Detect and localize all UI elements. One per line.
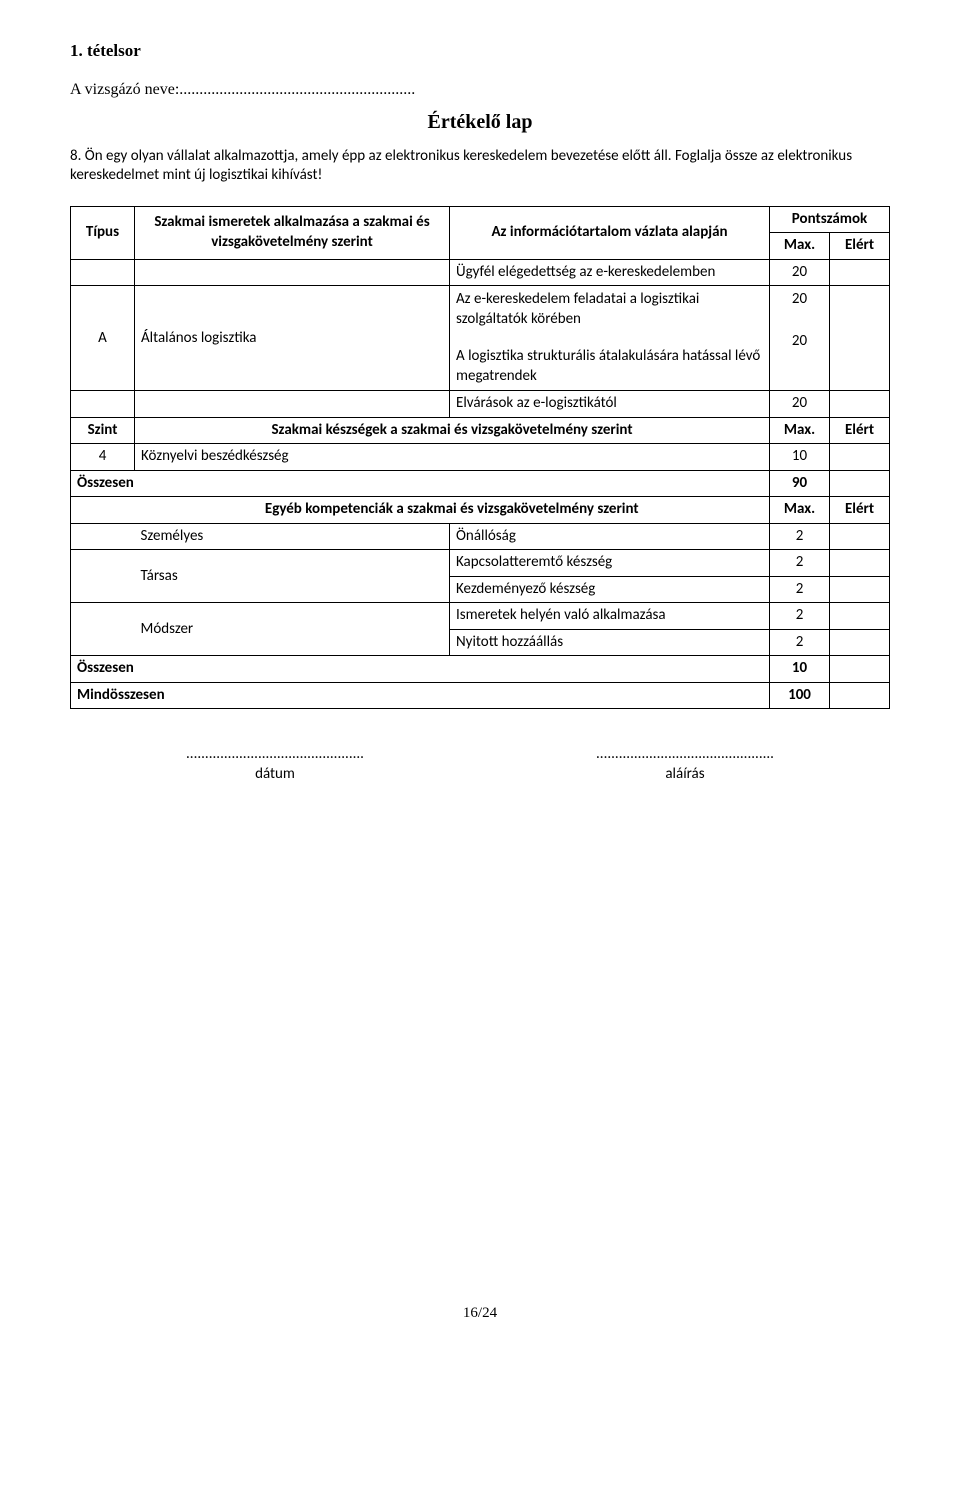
table-row: Módszer Ismeretek helyén való alkalmazás… <box>71 603 890 630</box>
cell-osszesen-max: 10 <box>770 656 830 683</box>
hdr-szint: Szint <box>71 417 135 444</box>
page-number: 16/24 <box>70 1304 890 1324</box>
cell-empty <box>71 550 135 603</box>
table-row-osszesen: Összesen 90 <box>71 470 890 497</box>
table-row: Ügyfél elégedettség az e-kereskedelemben… <box>71 259 890 286</box>
table-row: 4 Köznyelvi beszédkészség 10 <box>71 444 890 471</box>
hdr-pontszamok: Pontszámok <box>770 206 890 233</box>
cell-osszesen-label: Összesen <box>71 656 770 683</box>
section-heading: 1. tételsor <box>70 40 890 62</box>
cell-max: 10 <box>770 444 830 471</box>
question-text: 8. Ön egy olyan vállalat alkalmazottja, … <box>70 147 890 186</box>
max-para-1: 20 <box>776 290 823 310</box>
cell-type-a: A <box>71 286 135 391</box>
cell-elert <box>830 259 890 286</box>
cell-max: 2 <box>770 523 830 550</box>
cell-label: Nyitott hozzáállás <box>450 629 770 656</box>
hdr-szakmai-ism: Szakmai ismeretek alkalmazása a szakmai … <box>135 206 450 259</box>
cell-elert <box>830 550 890 577</box>
table-row: Társas Kapcsolatteremtő készség 2 <box>71 550 890 577</box>
cell-elert <box>830 523 890 550</box>
table-header-row-1: Típus Szakmai ismeretek alkalmazása a sz… <box>71 206 890 233</box>
cell-cat: Módszer <box>135 603 450 656</box>
sign-dots: ........................................… <box>480 745 890 765</box>
cell-szint: 4 <box>71 444 135 471</box>
cell-mind-label: Mindösszesen <box>71 682 770 709</box>
hdr-elert: Elért <box>830 233 890 260</box>
cell-max: 2 <box>770 629 830 656</box>
cell-elert <box>830 682 890 709</box>
cell-max: 2 <box>770 550 830 577</box>
cell-label-a: Általános logisztika <box>135 286 450 391</box>
cell-empty <box>71 497 135 524</box>
hdr-max: Max. <box>770 233 830 260</box>
signature-row: ........................................… <box>70 745 890 784</box>
table-row-a: A Általános logisztika Az e-kereskedelem… <box>71 286 890 391</box>
cell-mind-max: 100 <box>770 682 830 709</box>
cell-label-empty <box>135 259 450 286</box>
info-para-1: Az e-kereskedelem feladatai a logisztika… <box>456 290 763 329</box>
table-row: Személyes Önállóság 2 <box>71 523 890 550</box>
hdr-szint-label: Szakmai készségek a szakmai és vizsgaköv… <box>135 417 770 444</box>
date-dots: ........................................… <box>70 745 480 765</box>
signature-date-col: ........................................… <box>70 745 480 784</box>
cell-label-empty <box>135 391 450 418</box>
date-label: dátum <box>70 765 480 785</box>
cell-max: 20 <box>770 391 830 418</box>
cell-osszesen-max: 90 <box>770 470 830 497</box>
cell-empty <box>71 603 135 656</box>
table-row-elv: Elvárások az e-logisztikától 20 <box>71 391 890 418</box>
cell-elert <box>830 470 890 497</box>
hdr-egyeb-max: Max. <box>770 497 830 524</box>
page-title: Értékelő lap <box>70 109 890 135</box>
cell-info: Ügyfél elégedettség az e-kereskedelemben <box>450 259 770 286</box>
hdr-szint-max: Max. <box>770 417 830 444</box>
table-row-szint-hdr: Szint Szakmai készségek a szakmai és viz… <box>71 417 890 444</box>
cell-label: Kezdeményező készség <box>450 576 770 603</box>
table-row-mindosszesen: Mindösszesen 100 <box>71 682 890 709</box>
cell-empty <box>71 523 135 550</box>
cell-osszesen-label: Összesen <box>71 470 770 497</box>
cell-max: 20 <box>770 259 830 286</box>
table-row-osszesen: Összesen 10 <box>71 656 890 683</box>
cell-elert <box>830 629 890 656</box>
cell-cat: Társas <box>135 550 450 603</box>
cell-elert <box>830 603 890 630</box>
cell-label: Önállóság <box>450 523 770 550</box>
hdr-egyeb-label: Egyéb kompetenciák a szakmai és vizsgakö… <box>135 497 770 524</box>
cell-elert <box>830 444 890 471</box>
hdr-info: Az információtartalom vázlata alapján <box>450 206 770 259</box>
sign-label: aláírás <box>480 765 890 785</box>
cell-max-a: 20 20 <box>770 286 830 391</box>
cell-cat: Személyes <box>135 523 450 550</box>
cell-info-a: Az e-kereskedelem feladatai a logisztika… <box>450 286 770 391</box>
evaluation-table: Típus Szakmai ismeretek alkalmazása a sz… <box>70 206 890 710</box>
hdr-szint-elert: Elért <box>830 417 890 444</box>
cell-info: Elvárások az e-logisztikától <box>450 391 770 418</box>
cell-type-empty <box>71 391 135 418</box>
cell-label: Köznyelvi beszédkészség <box>135 444 770 471</box>
max-para-2: 20 <box>776 332 823 352</box>
cell-elert <box>830 656 890 683</box>
cell-elert <box>830 576 890 603</box>
cell-label: Ismeretek helyén való alkalmazása <box>450 603 770 630</box>
signature-sign-col: ........................................… <box>480 745 890 784</box>
cell-type-empty <box>71 259 135 286</box>
cell-elert <box>830 391 890 418</box>
cell-label: Kapcsolatteremtő készség <box>450 550 770 577</box>
info-para-2: A logisztika strukturális átalakulására … <box>456 347 763 386</box>
hdr-egyeb-elert: Elért <box>830 497 890 524</box>
cell-max: 2 <box>770 603 830 630</box>
hdr-tipus: Típus <box>71 206 135 259</box>
table-row-egyeb-hdr: Egyéb kompetenciák a szakmai és vizsgakö… <box>71 497 890 524</box>
examinee-name-line: A vizsgázó neve:........................… <box>70 80 890 101</box>
cell-max: 2 <box>770 576 830 603</box>
cell-elert-a <box>830 286 890 391</box>
